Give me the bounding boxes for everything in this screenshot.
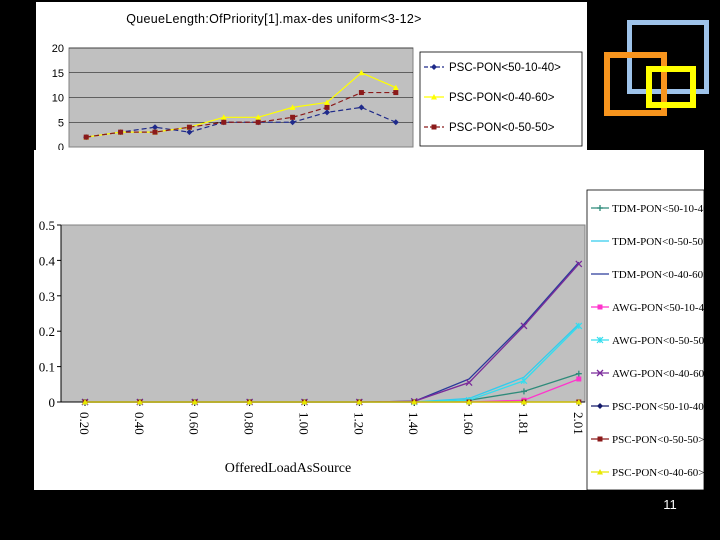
data-point <box>520 377 528 385</box>
legend-marker <box>597 436 603 442</box>
data-point <box>301 399 308 405</box>
legend-label: PSC-PON<50-10-40> <box>449 62 561 74</box>
legend-label: PSC-PON<0-40-60> <box>449 92 555 104</box>
chart-title: QueueLength:OfPriority[1].max-des unifor… <box>126 12 422 26</box>
legend-label: AWG-PON<50-10-40> <box>612 302 716 314</box>
legend-marker <box>597 403 603 409</box>
data-point <box>575 399 582 405</box>
y-tick-label: 0.3 <box>39 289 55 304</box>
data-point <box>191 399 198 405</box>
x-tick-label: 1.00 <box>296 412 311 435</box>
y-tick-label: 0.2 <box>39 324 55 339</box>
x-tick-label: 0.60 <box>187 412 202 435</box>
legend-label: PSC-PON<0-50-50> <box>449 122 555 134</box>
legend-label: TDM-PON<50-10-40> <box>612 203 715 215</box>
data-point <box>575 370 582 377</box>
data-point <box>520 322 528 330</box>
x-tick-label: 0.40 <box>132 412 147 435</box>
y-tick-label: 0 <box>49 395 56 410</box>
data-point <box>358 90 364 96</box>
legend-marker <box>431 94 437 100</box>
data-point <box>289 104 296 110</box>
legend-marker <box>596 336 604 344</box>
x-tick-label: 0.80 <box>242 412 257 435</box>
data-point <box>393 90 399 96</box>
data-point <box>465 379 473 386</box>
data-point <box>136 399 143 405</box>
x-tick-label: 0.20 <box>77 412 92 435</box>
series-line <box>86 91 396 138</box>
plot-area <box>60 224 586 403</box>
data-point <box>289 119 296 126</box>
y-tick-label: 0 <box>58 142 64 154</box>
page-number: 11 <box>663 497 677 512</box>
x-axis-label: OfferedLoadAsSource <box>225 461 351 476</box>
data-point <box>255 119 261 125</box>
x-tick-label: 1.81 <box>516 412 531 435</box>
data-point <box>520 388 527 395</box>
x-tick-label: 1.40 <box>406 412 421 435</box>
legend-marker <box>597 304 603 310</box>
data-point <box>411 399 418 405</box>
legend-label: PSC-PON<0-50-50> <box>612 434 704 446</box>
data-point <box>356 399 363 405</box>
data-point <box>575 322 583 330</box>
data-point <box>392 84 399 91</box>
data-point <box>290 114 296 120</box>
data-point <box>324 109 330 116</box>
data-point <box>466 399 473 405</box>
data-point <box>152 124 158 131</box>
data-point <box>324 104 330 110</box>
y-tick-label: 20 <box>52 43 64 55</box>
decor-square-yellow <box>646 66 696 108</box>
y-tick-label: 0.4 <box>39 253 56 268</box>
data-point <box>152 129 158 135</box>
legend-marker <box>431 124 437 130</box>
legend-marker <box>597 205 603 211</box>
legend-label: TDM-PON<0-50-50> <box>612 236 709 248</box>
legend-label: PSC-PON<0-40-60> <box>612 467 704 479</box>
data-point <box>186 129 193 136</box>
decor-square-orange <box>604 52 667 116</box>
legend-label: TDM-PON<0-40-60> <box>612 269 709 281</box>
x-tick-label: 2.01 <box>571 412 586 435</box>
legend-marker <box>596 369 604 377</box>
data-point <box>220 114 227 120</box>
data-point <box>358 104 365 111</box>
data-point <box>520 399 527 405</box>
data-point <box>186 124 192 130</box>
series-line <box>86 106 397 138</box>
y-tick-label: 0.1 <box>39 360 55 375</box>
data-point <box>221 119 227 125</box>
data-point <box>118 129 124 135</box>
legend-label: AWG-PON<0-40-60> <box>612 368 710 380</box>
legend-label: AWG-PON<0-50-50> <box>612 335 710 347</box>
y-tick-label: 10 <box>52 93 64 105</box>
data-point <box>576 376 582 382</box>
x-tick-label: 1.60 <box>461 412 476 435</box>
bottom-chart-panel: 0 0.1 0.2 0.3 0.4 0.5 0.20 0.40 0.60 0.80 1.00 1.20… <box>34 150 716 491</box>
y-tick-label: 0.5 <box>39 218 55 233</box>
data-point <box>575 260 583 268</box>
legend-marker <box>431 64 437 70</box>
data-point <box>246 399 253 405</box>
y-tick-label: 5 <box>58 117 64 129</box>
data-point <box>358 69 365 76</box>
y-tick-label: 15 <box>52 68 64 80</box>
legend-marker <box>597 469 603 475</box>
data-point <box>324 99 330 105</box>
data-point <box>392 119 399 126</box>
load-comparison-chart: 0 0.1 0.2 0.3 0.4 0.5 0.20 0.40 0.60 0.80 1.00 1.20… <box>39 189 716 491</box>
data-point <box>255 114 262 120</box>
data-point <box>82 399 88 405</box>
x-tick-label: 1.20 <box>351 412 366 435</box>
legend-label: PSC-PON<50-10-40> <box>612 401 710 413</box>
data-point <box>83 134 89 140</box>
legend <box>419 51 583 147</box>
